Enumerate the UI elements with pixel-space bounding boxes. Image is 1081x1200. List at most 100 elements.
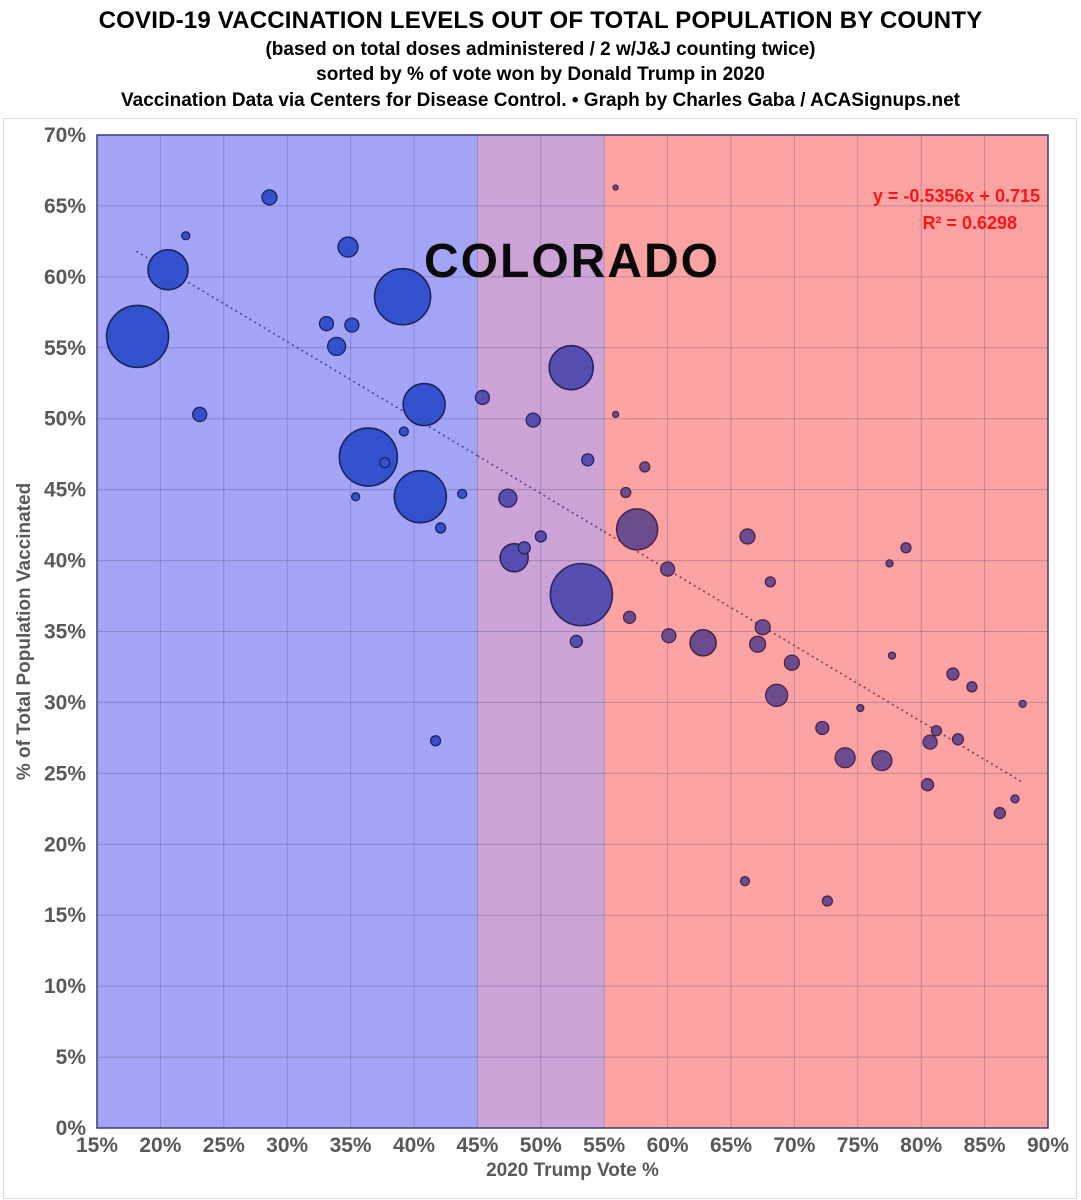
- county-bubble: [398, 426, 410, 437]
- x-tick-label: 90%: [1027, 1134, 1069, 1157]
- chart-title: COVID-19 VACCINATION LEVELS OUT OF TOTAL…: [98, 7, 983, 34]
- county-bubble: [764, 683, 789, 707]
- county-bubble: [834, 747, 856, 769]
- y-tick-label: 50%: [44, 408, 86, 431]
- county-bubble: [181, 231, 191, 241]
- county-bubble: [1010, 794, 1020, 804]
- y-tick-label: 0%: [56, 1117, 87, 1140]
- county-bubble: [764, 576, 776, 588]
- x-axis-title: 2020 Trump Vote %: [486, 1160, 659, 1181]
- x-tick-label: 55%: [583, 1134, 625, 1157]
- county-bubble: [900, 542, 912, 554]
- county-bubble: [920, 778, 935, 792]
- county-bubble: [1018, 699, 1027, 708]
- county-bubble: [966, 681, 978, 693]
- county-bubble: [739, 876, 751, 887]
- county-bubble: [815, 720, 830, 736]
- county-bubble: [318, 316, 335, 332]
- county-bubble: [615, 508, 659, 551]
- county-bubble: [548, 344, 595, 391]
- county-bubble: [402, 382, 446, 427]
- x-tick-label: 35%: [330, 1134, 372, 1157]
- y-tick-label: 45%: [44, 479, 86, 502]
- county-bubble: [429, 735, 442, 747]
- county-bubble: [951, 733, 965, 746]
- x-tick-label: 80%: [900, 1134, 942, 1157]
- county-bubble: [821, 895, 834, 907]
- county-bubble: [620, 486, 632, 499]
- plot-border: [96, 134, 1049, 1129]
- x-tick-label: 85%: [964, 1134, 1006, 1157]
- county-bubble: [871, 749, 893, 772]
- x-tick-label: 75%: [837, 1134, 879, 1157]
- x-tick-label: 15%: [76, 1134, 118, 1157]
- county-bubble: [993, 806, 1006, 820]
- x-tick-label: 30%: [266, 1134, 308, 1157]
- y-axis-title: % of Total Population Vaccinated: [14, 483, 35, 780]
- x-tick-label: 40%: [393, 1134, 435, 1157]
- x-tick-label: 25%: [203, 1134, 245, 1157]
- r-squared-label: R² = 0.6298: [922, 213, 1017, 233]
- county-bubble: [748, 635, 767, 653]
- state-label: COLORADO: [424, 235, 720, 288]
- county-bubble: [457, 488, 468, 500]
- chart-subtitle-sort: sorted by % of vote won by Donald Trump …: [316, 64, 765, 85]
- x-tick-label: 60%: [647, 1134, 689, 1157]
- county-bubble: [739, 528, 756, 545]
- county-bubble: [344, 317, 360, 333]
- county-bubble: [338, 427, 399, 487]
- y-tick-label: 60%: [44, 266, 86, 289]
- county-bubble: [689, 629, 717, 657]
- y-tick-label: 25%: [44, 762, 86, 785]
- chart-subtitle-doses: (based on total doses administered / 2 w…: [265, 39, 816, 60]
- y-tick-label: 10%: [44, 975, 86, 998]
- county-bubble: [147, 248, 189, 291]
- county-bubble: [622, 610, 637, 624]
- y-tick-label: 20%: [44, 833, 86, 856]
- x-tick-label: 65%: [710, 1134, 752, 1157]
- y-tick-label: 55%: [44, 337, 86, 360]
- plot-region-gop-leaning: [604, 135, 1048, 1128]
- county-bubble: [783, 654, 801, 671]
- county-bubble: [856, 703, 865, 713]
- county-bubble: [337, 236, 359, 258]
- county-bubble: [525, 412, 541, 428]
- county-bubble: [946, 667, 960, 681]
- county-bubble: [517, 541, 531, 555]
- county-bubble: [534, 530, 547, 543]
- county-bubble: [581, 453, 595, 467]
- county-bubble-ring: [379, 457, 391, 469]
- county-bubble: [661, 628, 677, 644]
- county-bubble: [569, 634, 583, 649]
- county-bubble: [373, 267, 432, 326]
- y-tick-label: 70%: [44, 124, 86, 147]
- county-bubble: [498, 488, 518, 508]
- x-tick-label: 45%: [456, 1134, 498, 1157]
- county-bubble: [639, 461, 651, 473]
- county-bubble: [885, 559, 894, 568]
- county-bubble: [930, 725, 943, 737]
- chart-outer-border: [3, 118, 1077, 1199]
- county-bubble: [192, 406, 208, 423]
- x-tick-label: 50%: [520, 1134, 562, 1157]
- county-bubble: [611, 410, 620, 419]
- county-bubble: [659, 561, 676, 577]
- chart-header: COVID-19 VACCINATION LEVELS OUT OF TOTAL…: [0, 7, 1081, 112]
- y-tick-label: 15%: [44, 904, 86, 927]
- x-tick-label: 70%: [773, 1134, 815, 1157]
- trendline-segment: [603, 530, 1024, 784]
- county-bubble: [612, 184, 619, 191]
- county-bubble: [105, 304, 170, 369]
- y-tick-label: 30%: [44, 691, 86, 714]
- county-bubble: [754, 619, 771, 636]
- y-tick-label: 65%: [44, 195, 86, 218]
- x-tick-label: 20%: [139, 1134, 181, 1157]
- chart-source-credit: Vaccination Data via Centers for Disease…: [121, 90, 960, 111]
- equation-label: y = -0.5356x + 0.715: [873, 186, 1040, 206]
- county-bubble: [549, 562, 614, 627]
- plot-region-swing: [477, 135, 605, 1128]
- county-bubble: [887, 651, 897, 660]
- county-bubble: [393, 469, 448, 524]
